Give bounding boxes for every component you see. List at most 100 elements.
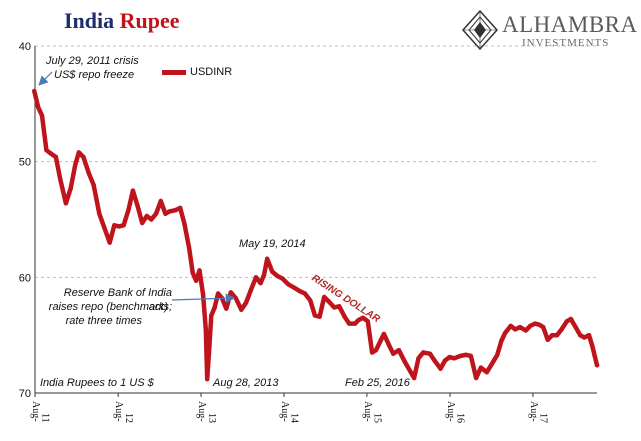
- y-tick-label-40: 40: [19, 41, 31, 53]
- x-tick-label-3: Aug-: [279, 401, 290, 422]
- data-point-0-68: [337, 304, 342, 309]
- x-tick-year-1: 12: [123, 413, 134, 423]
- data-point-0-109: [541, 324, 546, 330]
- data-point-0-15: [102, 225, 107, 230]
- data-point-0-10: [76, 150, 82, 155]
- logo-wordmark: ALHAMBRA: [502, 12, 638, 37]
- data-point-0-74: [365, 319, 370, 324]
- x-tick-label-1: Aug-: [113, 401, 124, 422]
- data-point-0-105: [523, 328, 528, 333]
- annotation-feb2016: Feb 25, 2016: [345, 377, 410, 389]
- data-point-0-33: [187, 246, 192, 251]
- data-point-0-26: [153, 211, 159, 216]
- annotation-rbi-line2: raises repo (benchmark): [48, 301, 168, 313]
- data-point-0-100: [499, 338, 504, 344]
- data-point-0-42: [212, 305, 217, 310]
- data-point-0-48: [239, 307, 244, 312]
- data-point-0-110: [545, 337, 550, 342]
- data-point-0-32: [182, 221, 187, 227]
- data-point-0-60: [297, 289, 303, 294]
- series-line-0: [32, 88, 600, 382]
- chart-title: India Rupee: [64, 8, 180, 34]
- data-point-0-98: [489, 361, 494, 367]
- data-point-0-55: [270, 269, 275, 274]
- data-point-0-82: [402, 359, 407, 364]
- data-point-0-64: [317, 314, 322, 319]
- unit-label: India Rupees to 1 US $: [40, 377, 154, 389]
- data-point-0-111: [550, 333, 555, 338]
- data-point-0-31: [178, 205, 183, 211]
- legend-swatch: [162, 69, 186, 75]
- arrow-crisis: [38, 71, 53, 86]
- data-point-0-5: [53, 154, 59, 160]
- diamond-logo-icon: [462, 10, 498, 50]
- data-point-0-14: [97, 211, 102, 216]
- data-point-0-75: [369, 350, 375, 355]
- x-tick-label-5: Aug-: [445, 401, 456, 422]
- x-tick-year-3: 14: [289, 413, 300, 423]
- annotation-crisis-line2: US$ repo freeze: [54, 69, 135, 81]
- data-point-0-115: [568, 316, 574, 322]
- series-layer: [32, 88, 600, 382]
- data-point-0-95: [473, 375, 479, 381]
- data-point-0-79: [386, 342, 391, 347]
- data-point-0-99: [495, 352, 500, 357]
- data-point-0-93: [463, 352, 469, 357]
- data-point-0-96: [478, 365, 484, 370]
- data-point-0-17: [112, 223, 117, 228]
- x-tick-year-0: 11: [40, 413, 51, 423]
- data-point-0-61: [302, 291, 308, 296]
- data-point-0-120: [590, 344, 595, 349]
- data-point-0-53: [261, 272, 267, 278]
- data-point-0-77: [378, 338, 383, 344]
- data-point-0-54: [265, 256, 270, 261]
- data-point-0-114: [564, 319, 569, 324]
- data-point-0-83: [411, 375, 417, 381]
- logo-subtitle: INVESTMENTS: [522, 37, 610, 49]
- data-point-0-1: [36, 105, 41, 110]
- annotation-rbi-line3: rate three times: [65, 315, 142, 327]
- data-point-0-13: [91, 182, 96, 187]
- data-point-0-92: [458, 353, 463, 359]
- data-point-0-66: [326, 299, 332, 304]
- annotation-aug2013: Aug 28, 2013: [213, 377, 279, 389]
- data-point-0-118: [582, 335, 587, 340]
- data-point-0-89: [442, 358, 448, 363]
- data-point-0-116: [573, 324, 578, 330]
- annotation-arrows: [38, 71, 236, 304]
- data-point-0-85: [421, 350, 426, 355]
- grid-lines: [35, 45, 597, 278]
- data-point-0-59: [292, 285, 297, 290]
- x-tick-label-2: Aug-: [196, 401, 207, 422]
- data-point-0-78: [381, 331, 387, 337]
- data-point-0-7: [63, 201, 69, 206]
- data-point-0-27: [158, 198, 163, 204]
- data-point-0-3: [44, 147, 49, 153]
- data-point-0-23: [140, 220, 145, 226]
- data-point-0-62: [308, 298, 313, 303]
- data-point-0-65: [322, 294, 327, 300]
- data-point-0-47: [233, 296, 238, 301]
- data-point-0-37: [200, 292, 206, 297]
- data-point-0-67: [332, 305, 337, 310]
- alhambra-logo: ALHAMBRA INVESTMENTS: [462, 10, 637, 50]
- data-point-0-2: [39, 113, 45, 118]
- data-point-0-21: [130, 188, 136, 193]
- data-point-0-73: [360, 315, 366, 320]
- data-point-0-0: [32, 88, 37, 94]
- data-point-0-34: [190, 270, 195, 275]
- data-point-0-11: [81, 154, 86, 160]
- y-tick-label-50: 50: [19, 157, 31, 169]
- data-point-0-41: [209, 313, 214, 318]
- x-tick-year-4: 15: [372, 413, 383, 423]
- x-tick-label-4: Aug-: [362, 401, 373, 422]
- data-point-0-81: [396, 348, 402, 353]
- data-point-0-6: [58, 176, 63, 182]
- data-point-0-19: [121, 223, 126, 228]
- data-point-0-63: [312, 313, 318, 318]
- data-point-0-102: [508, 323, 513, 329]
- data-point-0-76: [373, 348, 379, 353]
- data-point-0-84: [416, 356, 421, 361]
